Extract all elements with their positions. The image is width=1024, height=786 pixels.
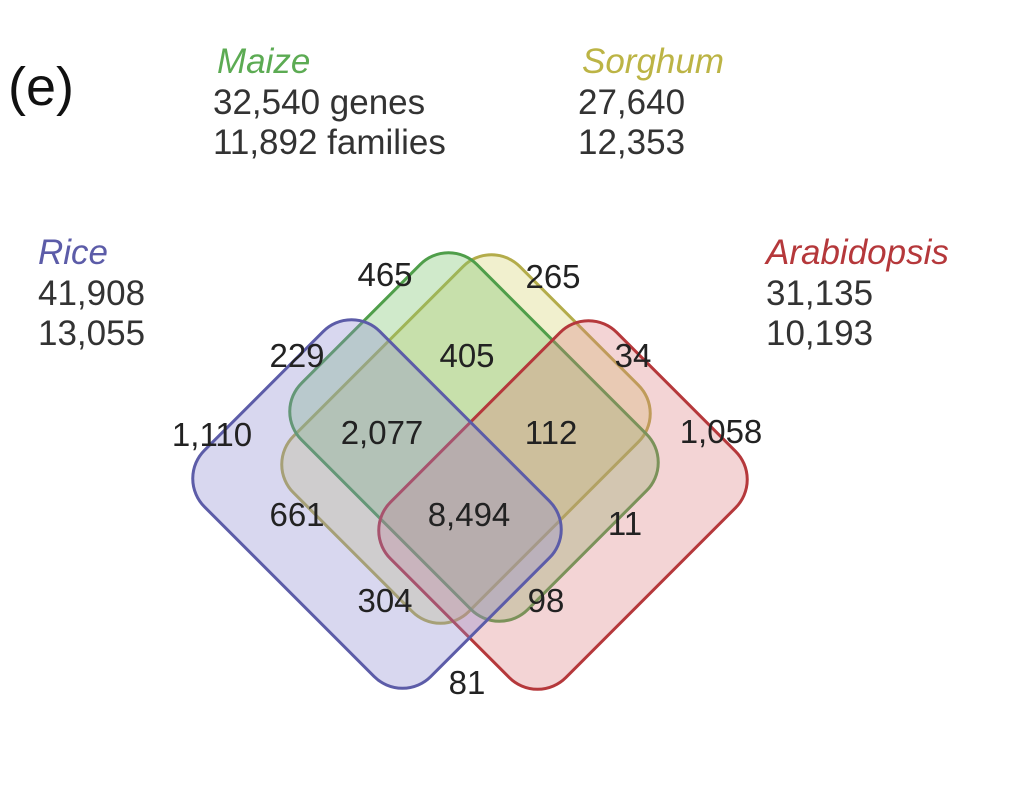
region-count-rice-maize-arabidopsis: 98	[528, 582, 565, 619]
arabidopsis-label-block: Arabidopsis 31,135 10,193	[766, 233, 949, 355]
maize-family-count: 11,892 families	[213, 123, 446, 163]
region-count-rice-arabidopsis: 81	[449, 664, 486, 701]
maize-set-shape	[288, 251, 660, 623]
rice-set-shape	[191, 318, 563, 690]
rice-label-block: Rice 41,908 13,055	[38, 233, 145, 355]
region-count-sorghum-arabidopsis: 34	[615, 337, 652, 374]
sorghum-gene-count: 27,640	[578, 82, 686, 122]
rice-name: Rice	[38, 233, 109, 272]
region-count-arabidopsis-only: 1,058	[680, 413, 763, 450]
maize-label-block: Maize 32,540 genes 11,892 families	[213, 42, 446, 164]
sorghum-label-block: Sorghum 27,640 12,353	[578, 42, 724, 164]
region-count-maize-sorghum: 405	[439, 337, 494, 374]
maize-gene-count: 32,540 genes	[213, 82, 426, 122]
region-count-rice-sorghum-arabidopsis: 304	[357, 582, 412, 619]
panel-label: (e)	[8, 57, 74, 117]
sorghum-family-count: 12,353	[578, 123, 686, 163]
rice-family-count: 13,055	[38, 314, 146, 354]
region-count-rice-only: 1,110	[172, 416, 252, 453]
region-count-all-four: 8,494	[428, 496, 511, 533]
arabidopsis-name: Arabidopsis	[766, 233, 949, 272]
region-count-maize-sorghum-arabidopsis: 112	[525, 414, 578, 451]
region-count-maize-only: 465	[357, 256, 412, 293]
region-count-rice-maize-sorghum: 2,077	[341, 414, 424, 451]
region-count-rice-maize: 229	[269, 337, 324, 374]
arabidopsis-family-count: 10,193	[766, 314, 874, 354]
arabidopsis-gene-count: 31,135	[766, 273, 874, 313]
arabidopsis-set-shape	[377, 319, 749, 691]
rice-gene-count: 41,908	[38, 273, 146, 313]
region-count-maize-arabidopsis: 11	[608, 505, 642, 542]
region-count-rice-sorghum: 661	[269, 496, 324, 533]
region-count-sorghum-only: 265	[525, 258, 580, 295]
maize-name: Maize	[217, 42, 311, 81]
sorghum-name: Sorghum	[582, 42, 725, 81]
